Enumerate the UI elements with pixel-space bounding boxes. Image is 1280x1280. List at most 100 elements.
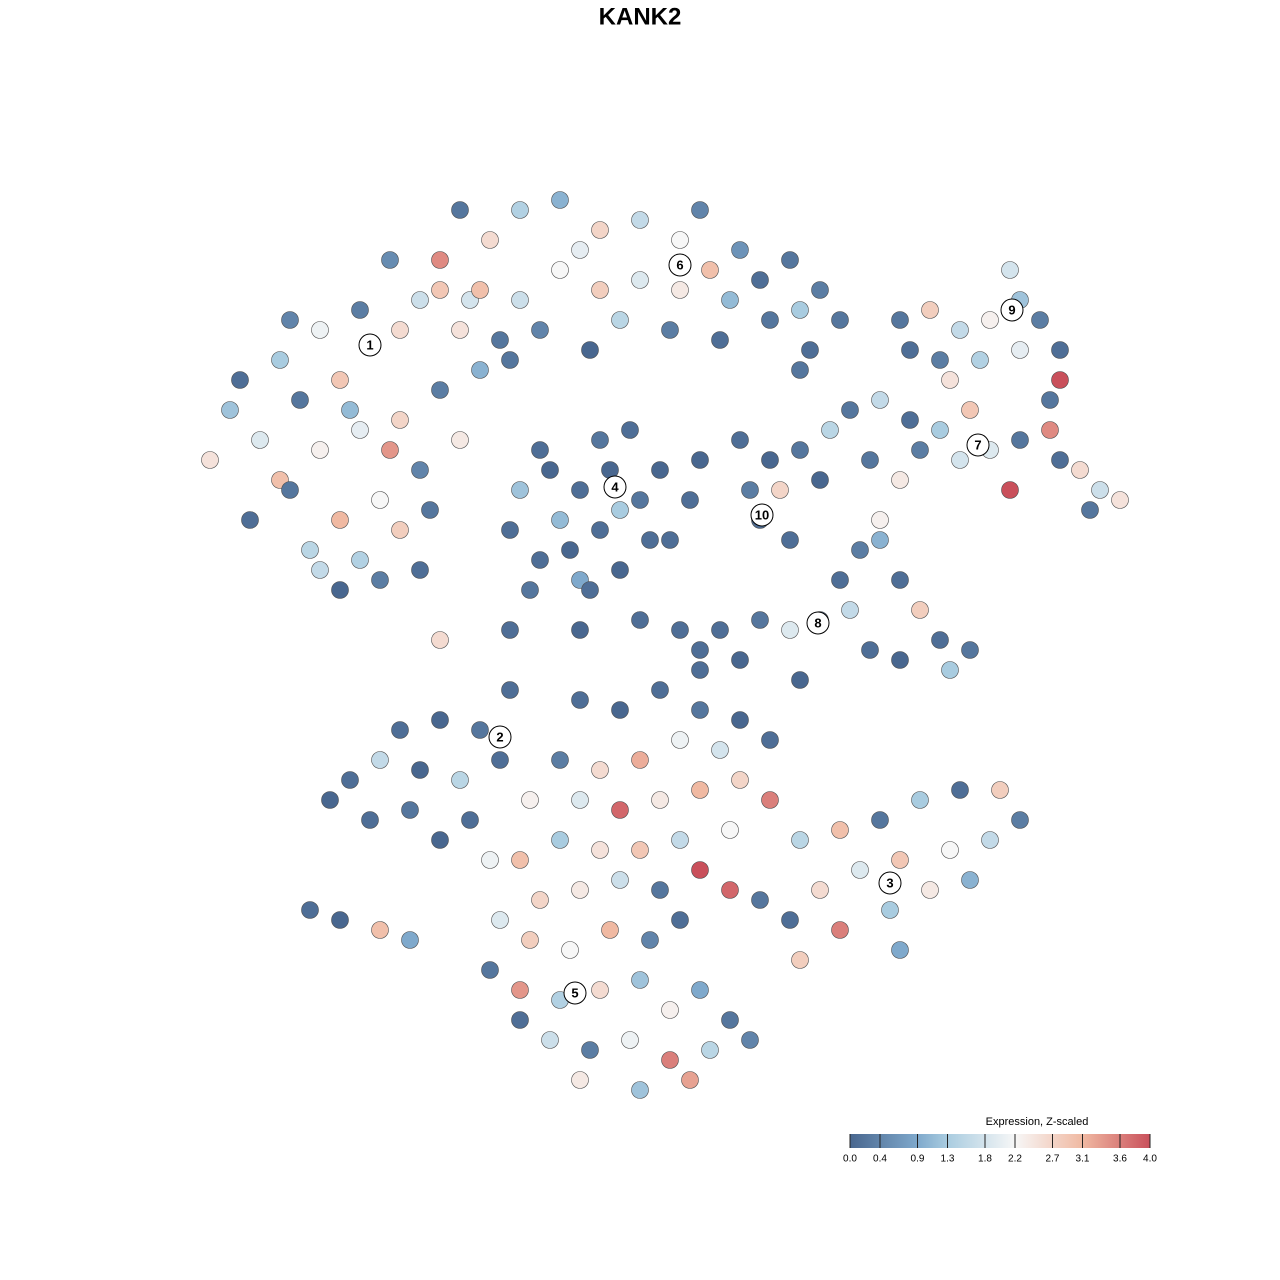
- point: [641, 531, 659, 549]
- point: [781, 531, 799, 549]
- point: [761, 731, 779, 749]
- point: [501, 621, 519, 639]
- point: [781, 911, 799, 929]
- point: [791, 441, 809, 459]
- point: [881, 901, 899, 919]
- point: [961, 401, 979, 419]
- point: [691, 701, 709, 719]
- point: [691, 781, 709, 799]
- point: [941, 371, 959, 389]
- point: [961, 871, 979, 889]
- point: [661, 1001, 679, 1019]
- cluster-label-badge: [563, 981, 587, 1005]
- point: [1051, 371, 1069, 389]
- point: [591, 431, 609, 449]
- point: [671, 621, 689, 639]
- cluster-labels: 1 2 3 4 5 6 7 8 9 10: [358, 253, 1024, 1005]
- point: [981, 311, 999, 329]
- point: [681, 1071, 699, 1089]
- point: [671, 911, 689, 929]
- point: [471, 281, 489, 299]
- point: [591, 981, 609, 999]
- point: [791, 301, 809, 319]
- point: [301, 541, 319, 559]
- point: [531, 891, 549, 909]
- point: [831, 821, 849, 839]
- point: [1111, 491, 1129, 509]
- colorbar-tick-label: 3.6: [1113, 1154, 1127, 1165]
- cluster-label: 7: [974, 437, 981, 452]
- point: [861, 451, 879, 469]
- point: [1001, 481, 1019, 499]
- cluster-label: 3: [886, 875, 893, 890]
- point: [921, 301, 939, 319]
- point: [681, 491, 699, 509]
- point: [811, 881, 829, 899]
- point: [911, 791, 929, 809]
- point: [661, 1051, 679, 1069]
- point: [651, 881, 669, 899]
- point: [831, 921, 849, 939]
- point: [521, 931, 539, 949]
- point: [431, 831, 449, 849]
- point: [651, 681, 669, 699]
- point: [791, 951, 809, 969]
- point: [591, 761, 609, 779]
- point: [611, 871, 629, 889]
- point: [801, 341, 819, 359]
- point: [271, 351, 289, 369]
- point: [891, 311, 909, 329]
- point: [401, 931, 419, 949]
- point: [551, 511, 569, 529]
- point: [361, 811, 379, 829]
- point: [581, 341, 599, 359]
- point: [491, 331, 509, 349]
- point: [721, 1011, 739, 1029]
- point: [331, 911, 349, 929]
- point: [311, 321, 329, 339]
- point: [731, 431, 749, 449]
- point: [691, 861, 709, 879]
- point: [691, 641, 709, 659]
- point: [541, 1031, 559, 1049]
- point: [891, 471, 909, 489]
- cluster-label: 6: [676, 257, 683, 272]
- point: [371, 751, 389, 769]
- point: [871, 391, 889, 409]
- point: [821, 421, 839, 439]
- point: [1041, 391, 1059, 409]
- point: [871, 511, 889, 529]
- point: [551, 191, 569, 209]
- point: [1001, 261, 1019, 279]
- colorbar: Expression, Z-scaled 0.0 0.4 0.9 1.3 1.8 2.2 2…: [843, 1116, 1157, 1165]
- colorbar-tick-label: 1.3: [941, 1154, 955, 1165]
- cluster-label-badge: [878, 871, 902, 895]
- point: [631, 211, 649, 229]
- point: [871, 811, 889, 829]
- point: [281, 311, 299, 329]
- point: [591, 521, 609, 539]
- cluster-label-badge: [603, 475, 627, 499]
- point: [791, 831, 809, 849]
- point: [891, 941, 909, 959]
- point: [981, 831, 999, 849]
- point: [931, 631, 949, 649]
- point: [951, 781, 969, 799]
- point: [301, 901, 319, 919]
- point: [611, 561, 629, 579]
- cluster-label-badge: [358, 333, 382, 357]
- point: [661, 531, 679, 549]
- point: [931, 351, 949, 369]
- cluster-label: 10: [755, 507, 769, 522]
- point: [411, 291, 429, 309]
- point: [321, 791, 339, 809]
- point: [451, 431, 469, 449]
- point: [571, 791, 589, 809]
- point: [501, 681, 519, 699]
- cluster-label-badge: [966, 433, 990, 457]
- point: [521, 581, 539, 599]
- point: [1041, 421, 1059, 439]
- point: [651, 791, 669, 809]
- point: [381, 251, 399, 269]
